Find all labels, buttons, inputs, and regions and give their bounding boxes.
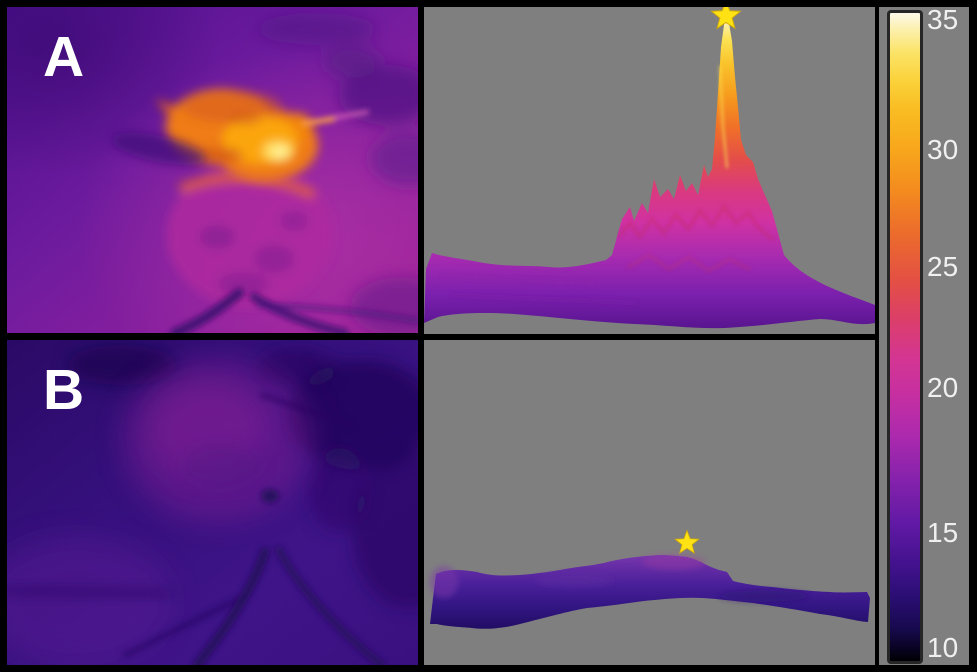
panel-b-label: B (43, 358, 85, 422)
thermal-b-art (7, 340, 418, 665)
colorbar-tick-35: 35 (927, 4, 959, 35)
foliage-shadows-b (67, 345, 418, 608)
colorbar: 35 30 25 20 15 10 (879, 4, 969, 665)
colorbar-tick-10: 10 (927, 632, 959, 663)
panel-b-3d-surface (424, 340, 875, 665)
surface-a-texture (442, 65, 774, 306)
thermal-a-art (7, 7, 418, 333)
nest-faint-blob (122, 358, 312, 522)
surface-b-texture (430, 554, 809, 602)
branch-lines-b (7, 546, 386, 665)
nest-blob (167, 163, 333, 307)
colorbar-tick-30: 30 (927, 134, 959, 165)
peak-star-icon-a (710, 7, 742, 30)
bird-hot-blob (155, 89, 318, 181)
beak-line (300, 110, 369, 127)
panel-a-3d-surface (424, 7, 875, 334)
colorbar-tick-25: 25 (927, 251, 959, 282)
panel-a-thermal-image: A (7, 7, 418, 333)
colorbar-tick-15: 15 (927, 517, 959, 548)
colorbar-tick-20: 20 (927, 372, 959, 403)
peak-star-icon-b (674, 529, 700, 554)
stem-lines (259, 356, 355, 503)
surface-b-art (430, 529, 870, 629)
surface-a-relief (424, 19, 875, 329)
surface-a-art (424, 7, 875, 329)
foliage-shadows (257, 13, 418, 333)
wing-shadow (111, 132, 207, 166)
panel-a-label: A (43, 25, 85, 89)
panel-b-thermal-image: B (7, 340, 418, 665)
branch-lines (170, 288, 418, 333)
colorbar-gradient (887, 10, 923, 664)
warm-wash (7, 537, 172, 665)
surface-b-relief (430, 555, 870, 629)
